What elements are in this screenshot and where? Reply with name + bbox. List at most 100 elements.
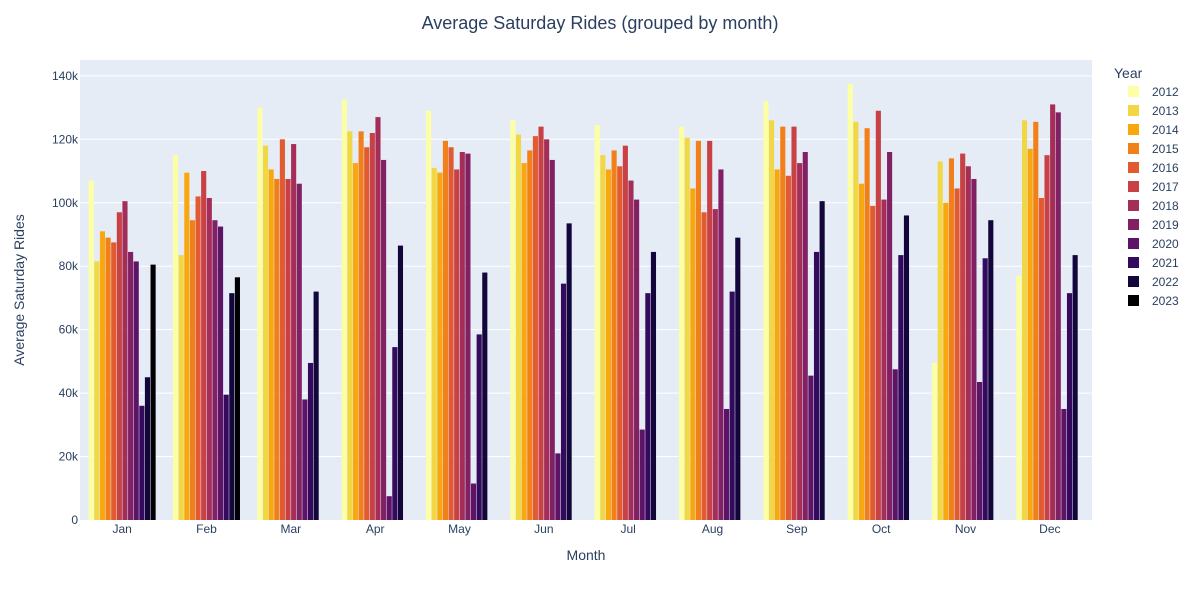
gridlines xyxy=(80,75,1092,458)
bar-oct-2022 xyxy=(903,215,910,520)
bar-jan-2018 xyxy=(122,201,128,520)
bar-aug-2016 xyxy=(701,212,707,520)
bar-may-2018 xyxy=(459,152,465,520)
bar-jan-2014 xyxy=(99,231,106,520)
x-tick-label: Dec xyxy=(1039,522,1060,536)
bar-mar-2015 xyxy=(274,178,280,520)
bar-oct-2014 xyxy=(858,183,865,521)
bar-nov-2018 xyxy=(965,166,971,520)
x-tick-label: Jan xyxy=(112,522,131,536)
bar-may-2015 xyxy=(442,140,449,520)
x-tick-label: Jun xyxy=(534,522,553,536)
legend-title: Year xyxy=(1114,65,1143,81)
bar-may-2013 xyxy=(431,167,437,521)
bar-feb-2014 xyxy=(184,172,190,520)
legend-label-2020: 2020 xyxy=(1152,237,1179,251)
bar-jun-2013 xyxy=(515,134,522,520)
bar-dec-2013 xyxy=(1021,120,1028,520)
legend-swatch-2019 xyxy=(1128,219,1139,230)
bar-jul-2017 xyxy=(622,145,628,521)
bar-mar-2021 xyxy=(307,362,314,520)
x-tick-label: Sep xyxy=(786,522,808,536)
bar-jun-2017 xyxy=(538,126,544,520)
bars xyxy=(88,83,1078,521)
bar-jan-2019 xyxy=(128,251,134,520)
legend-swatch-2020 xyxy=(1128,238,1139,249)
legend-swatch-2012 xyxy=(1128,86,1139,97)
bar-may-2012 xyxy=(426,110,432,521)
bar-dec-2018 xyxy=(1050,104,1056,521)
bar-feb-2015 xyxy=(189,220,196,520)
bar-nov-2019 xyxy=(971,178,977,520)
legend-label-2021: 2021 xyxy=(1152,256,1179,270)
bar-jan-2015 xyxy=(105,237,111,521)
bar-jul-2015 xyxy=(611,150,617,520)
legend: 2012 2013 2014 2015 2016 2017 2018 2019 2020 2021… xyxy=(1128,85,1179,308)
bar-jan-2017 xyxy=(116,212,122,520)
bar-aug-2021 xyxy=(729,291,735,520)
legend-label-2018: 2018 xyxy=(1152,199,1179,213)
bar-nov-2014 xyxy=(943,202,949,521)
bar-jun-2015 xyxy=(527,150,533,520)
bar-apr-2017 xyxy=(369,132,375,520)
bar-apr-2019 xyxy=(381,159,387,520)
y-tick-label: 120k xyxy=(52,132,79,146)
bar-sep-2012 xyxy=(763,101,769,520)
bar-apr-2013 xyxy=(347,131,353,520)
bar-oct-2017 xyxy=(875,110,881,521)
bar-mar-2019 xyxy=(296,183,302,521)
bar-jul-2021 xyxy=(645,293,651,520)
bar-aug-2014 xyxy=(690,188,696,520)
y-tick-label: 140k xyxy=(52,69,79,83)
legend-swatch-2016 xyxy=(1128,162,1139,173)
bar-sep-2016 xyxy=(785,175,791,521)
legend-label-2015: 2015 xyxy=(1152,142,1179,156)
legend-swatch-2021 xyxy=(1128,257,1139,268)
bar-apr-2012 xyxy=(341,99,347,520)
bar-jun-2020 xyxy=(555,453,561,520)
bar-sep-2020 xyxy=(808,375,814,520)
bar-aug-2015 xyxy=(695,140,702,520)
bar-sep-2018 xyxy=(797,163,803,520)
bar-sep-2014 xyxy=(774,169,780,520)
bar-oct-2012 xyxy=(847,83,853,521)
y-tick-label: 80k xyxy=(59,259,79,273)
bar-nov-2020 xyxy=(976,382,983,520)
bar-dec-2020 xyxy=(1061,408,1067,520)
bar-apr-2015 xyxy=(358,131,364,520)
bar-may-2019 xyxy=(465,153,471,520)
bar-sep-2015 xyxy=(780,126,786,520)
y-tick-label: 0 xyxy=(71,513,78,527)
legend-swatch-2013 xyxy=(1128,105,1139,116)
bar-apr-2022 xyxy=(397,245,404,520)
x-tick-label: Aug xyxy=(702,522,723,536)
bar-jun-2014 xyxy=(521,163,527,520)
legend-label-2014: 2014 xyxy=(1152,123,1179,137)
x-tick-label: Apr xyxy=(366,522,385,536)
bar-may-2021 xyxy=(476,334,482,520)
bar-dec-2019 xyxy=(1055,112,1061,521)
bar-mar-2014 xyxy=(268,169,274,520)
bar-jan-2012 xyxy=(88,180,94,520)
bar-jul-2016 xyxy=(617,166,623,520)
bar-jun-2016 xyxy=(532,136,538,520)
bar-aug-2022 xyxy=(735,237,741,521)
bar-jun-2022 xyxy=(566,223,572,520)
bar-nov-2017 xyxy=(960,153,966,520)
legend-swatch-2018 xyxy=(1128,200,1139,211)
bar-jun-2012 xyxy=(510,120,516,520)
bar-jun-2019 xyxy=(549,159,555,520)
bar-nov-2012 xyxy=(932,362,938,520)
bar-feb-2021 xyxy=(223,394,229,520)
bar-jan-2023 xyxy=(150,264,156,520)
bar-jul-2012 xyxy=(594,125,600,520)
plot-area xyxy=(80,60,1092,520)
legend-label-2019: 2019 xyxy=(1152,218,1179,232)
bar-apr-2016 xyxy=(364,147,370,520)
bar-jan-2022 xyxy=(144,377,151,520)
bar-sep-2022 xyxy=(819,201,825,520)
bar-feb-2019 xyxy=(212,220,218,520)
bar-dec-2012 xyxy=(1016,275,1022,520)
bar-jun-2018 xyxy=(544,139,550,520)
